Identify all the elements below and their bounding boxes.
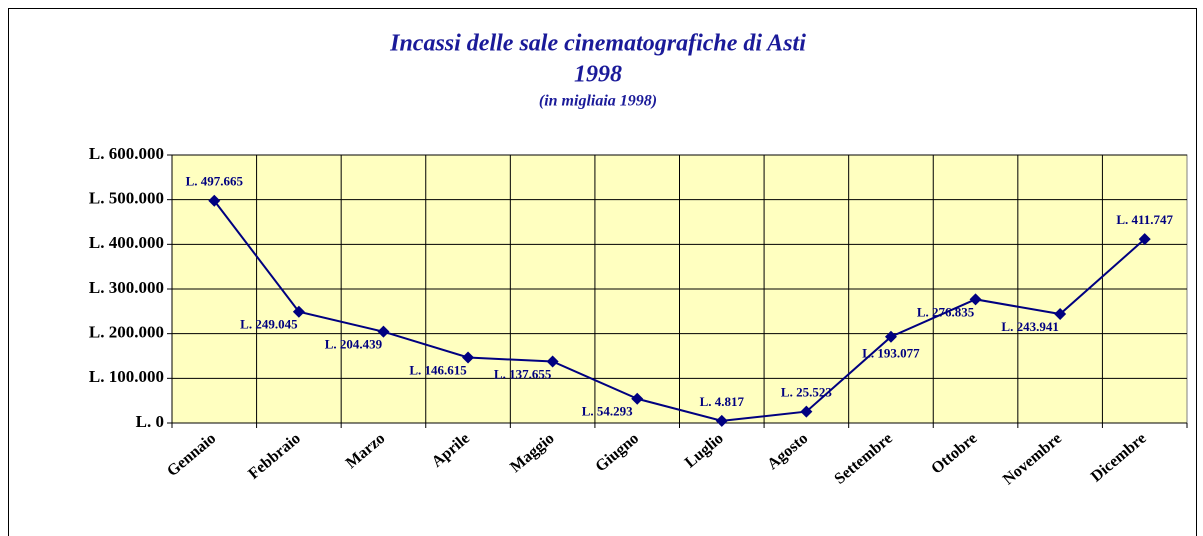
data-point: [377, 325, 390, 338]
data-label: L. 204.439: [325, 337, 383, 352]
data-label: L. 137.655: [494, 366, 552, 381]
data-point: [208, 194, 221, 207]
data-label: L. 497.665: [186, 174, 244, 189]
data-label: L. 146.615: [409, 362, 467, 377]
y-tick-label: L. 0: [136, 412, 164, 431]
data-point: [1138, 233, 1151, 246]
y-tick-label: L. 200.000: [89, 323, 164, 342]
data-line: [213, 200, 1146, 422]
data-label: L. 249.045: [240, 317, 298, 332]
chart-title: Incassi delle sale cinematografiche di A…: [389, 31, 806, 57]
data-label: L. 243.941: [1001, 319, 1058, 334]
y-tick-label: L. 500.000: [89, 189, 164, 208]
data-point: [1054, 308, 1067, 321]
data-point: [292, 305, 305, 318]
data-label: L. 4.817: [700, 394, 745, 409]
chart-title-year: 1998: [574, 62, 622, 88]
y-tick-label: L. 100.000: [89, 367, 164, 386]
data-point: [462, 351, 475, 364]
data-label: L. 411.747: [1116, 212, 1173, 227]
data-label: L. 25.523: [781, 385, 832, 400]
data-point: [546, 355, 559, 368]
data-point: [884, 330, 897, 343]
data-label: L. 193.077: [862, 346, 920, 361]
y-tick-label: L. 400.000: [89, 233, 164, 252]
data-label: L. 54.293: [582, 404, 633, 419]
data-point: [631, 392, 644, 405]
data-point: [715, 414, 728, 427]
data-point: [800, 405, 813, 418]
y-tick-label: L. 600.000: [89, 144, 164, 163]
chart-subtitle: (in migliaia 1998): [539, 93, 657, 110]
data-label: L. 276.835: [917, 304, 975, 319]
data-point: [969, 293, 982, 306]
y-tick-label: L. 300.000: [89, 278, 164, 297]
